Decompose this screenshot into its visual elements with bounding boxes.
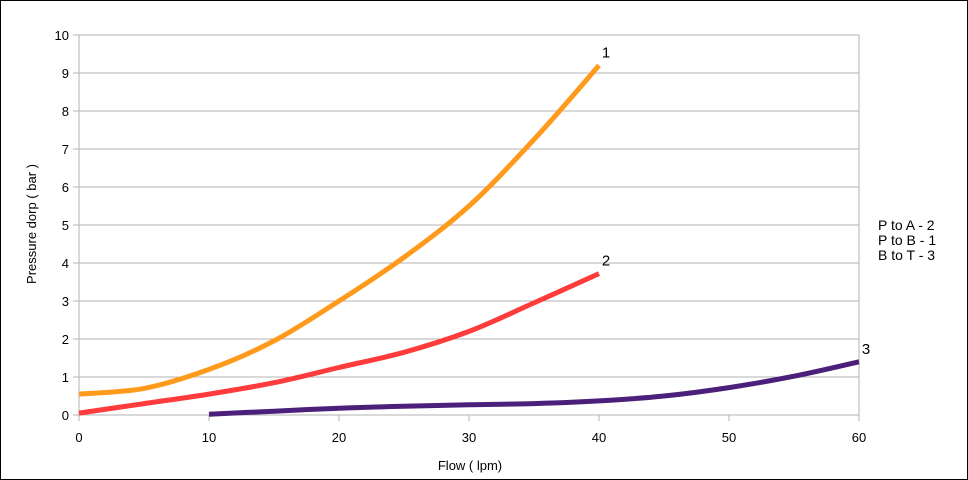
y-tick-label-1: 1 [62, 370, 69, 385]
y-tick-label-5: 5 [62, 218, 69, 233]
series-label-2: 2 [602, 253, 610, 270]
series-line-3 [208, 359, 860, 417]
series-label-3: 3 [862, 341, 870, 358]
series-labels: 1 2 3 [602, 44, 870, 357]
x-tick-label-30: 30 [462, 430, 476, 445]
x-tick-label-10: 10 [202, 430, 216, 445]
gridlines [79, 34, 859, 416]
y-axis-title: Pressure dorp ( bar ) [24, 164, 39, 284]
x-tick-label-20: 20 [332, 430, 346, 445]
series-lines [78, 63, 860, 417]
x-tick-labels: 0 10 20 30 40 50 60 [75, 430, 866, 445]
y-tick-label-2: 2 [62, 332, 69, 347]
x-axis-title: Flow ( lpm) [438, 458, 502, 473]
axes [73, 34, 860, 421]
y-tick-label-9: 9 [62, 66, 69, 81]
x-tick-label-50: 50 [722, 430, 736, 445]
legend-entry-p-to-a: P to A - 2 [878, 217, 935, 233]
series-line-2 [78, 271, 601, 416]
x-tick-label-40: 40 [592, 430, 606, 445]
y-tick-label-8: 8 [62, 104, 69, 119]
legend: P to A - 2 P to B - 1 B to T - 3 [878, 218, 936, 263]
legend-entry-b-to-t: B to T - 3 [878, 247, 936, 263]
series-line-1 [78, 63, 601, 397]
series-label-1: 1 [602, 44, 610, 61]
y-tick-label-7: 7 [62, 142, 69, 157]
y-tick-label-4: 4 [62, 256, 69, 271]
legend-entry-p-to-b: P to B - 1 [878, 232, 937, 248]
y-tick-label-10: 10 [55, 28, 69, 43]
x-tick-label-0: 0 [75, 430, 82, 445]
y-tick-labels: 0 1 2 3 4 5 6 7 8 9 10 [55, 28, 69, 423]
x-tick-label-60: 60 [852, 430, 866, 445]
y-tick-label-0: 0 [62, 408, 69, 423]
y-tick-label-3: 3 [62, 294, 69, 309]
y-tick-label-6: 6 [62, 180, 69, 195]
